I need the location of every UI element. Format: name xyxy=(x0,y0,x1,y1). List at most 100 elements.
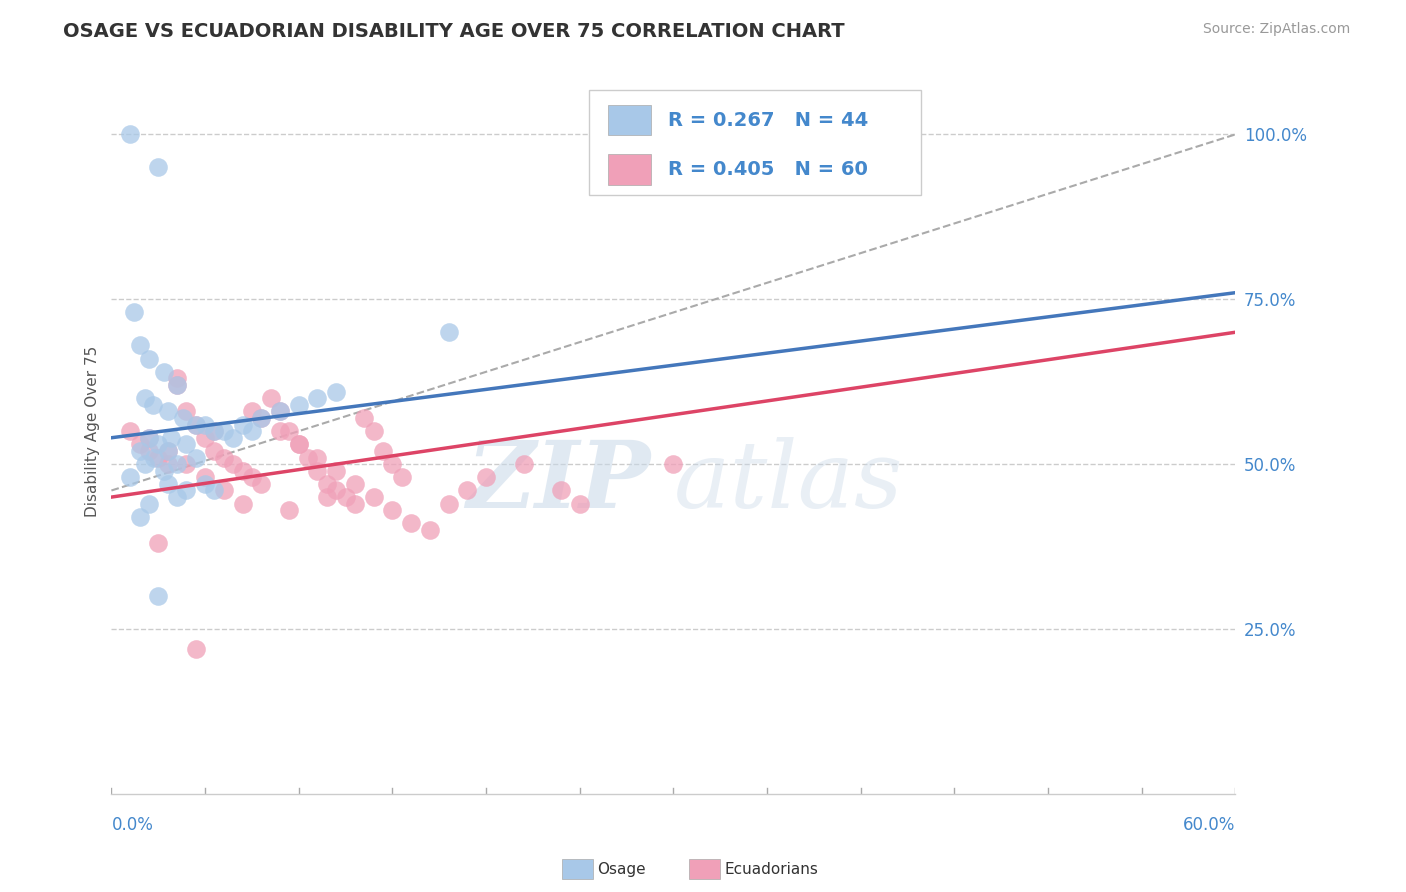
Point xyxy=(176,483,198,498)
Point xyxy=(662,457,685,471)
Point xyxy=(399,516,422,531)
Point xyxy=(120,128,142,142)
Point xyxy=(269,404,291,418)
Text: Ecuadorians: Ecuadorians xyxy=(724,863,818,877)
Point xyxy=(315,490,337,504)
Point xyxy=(512,457,534,471)
Point xyxy=(240,424,263,438)
Text: 60.0%: 60.0% xyxy=(1182,815,1236,833)
Point xyxy=(134,391,156,405)
Point xyxy=(194,431,217,445)
Point xyxy=(138,431,160,445)
Point xyxy=(307,450,329,465)
Point xyxy=(138,444,160,458)
Point xyxy=(240,470,263,484)
Point xyxy=(143,450,166,465)
Point xyxy=(166,378,188,392)
Point xyxy=(222,431,245,445)
Point xyxy=(204,424,226,438)
Point xyxy=(184,641,207,656)
Text: 0.0%: 0.0% xyxy=(111,815,153,833)
Point xyxy=(194,470,217,484)
Text: Source: ZipAtlas.com: Source: ZipAtlas.com xyxy=(1202,22,1350,37)
Point xyxy=(568,497,591,511)
Point xyxy=(142,398,165,412)
Point xyxy=(231,497,253,511)
Point xyxy=(278,424,301,438)
Point xyxy=(166,378,188,392)
Point xyxy=(363,490,385,504)
Point xyxy=(184,417,207,432)
Point xyxy=(204,483,226,498)
Point xyxy=(156,404,179,418)
Point xyxy=(325,384,347,399)
Point xyxy=(128,338,150,352)
Text: Osage: Osage xyxy=(598,863,647,877)
Point xyxy=(172,411,194,425)
Point xyxy=(250,411,273,425)
Point xyxy=(148,450,170,465)
Point xyxy=(156,476,179,491)
Point xyxy=(437,497,460,511)
Y-axis label: Disability Age Over 75: Disability Age Over 75 xyxy=(86,345,100,516)
Point xyxy=(269,404,291,418)
Point xyxy=(343,497,366,511)
Point xyxy=(231,464,253,478)
Point xyxy=(138,497,160,511)
Point xyxy=(381,503,404,517)
Point xyxy=(269,424,291,438)
Point xyxy=(391,470,413,484)
Point xyxy=(120,470,142,484)
Point xyxy=(156,457,179,471)
Point xyxy=(166,490,188,504)
FancyBboxPatch shape xyxy=(589,90,921,195)
Point xyxy=(122,305,145,319)
Point xyxy=(156,444,179,458)
Point xyxy=(148,161,170,175)
Point xyxy=(138,431,160,445)
Point xyxy=(259,391,281,405)
Point xyxy=(138,351,160,366)
Point xyxy=(156,444,179,458)
Point xyxy=(343,476,366,491)
Point xyxy=(307,391,329,405)
Point xyxy=(166,457,188,471)
Point xyxy=(475,470,498,484)
Point xyxy=(297,450,319,465)
Point xyxy=(231,417,253,432)
Point xyxy=(184,417,207,432)
Point xyxy=(381,457,404,471)
Point xyxy=(278,503,301,517)
Point xyxy=(176,437,198,451)
Text: R = 0.267   N = 44: R = 0.267 N = 44 xyxy=(668,111,868,129)
Point xyxy=(120,424,142,438)
Point xyxy=(456,483,478,498)
Point xyxy=(128,437,150,451)
Point xyxy=(184,450,207,465)
Point xyxy=(371,444,394,458)
Point xyxy=(287,437,309,451)
Text: R = 0.405   N = 60: R = 0.405 N = 60 xyxy=(668,160,868,178)
Point xyxy=(204,444,226,458)
Point xyxy=(240,404,263,418)
Text: ZIP: ZIP xyxy=(467,437,651,527)
Point xyxy=(166,371,188,385)
Point xyxy=(153,464,176,478)
Point xyxy=(212,450,235,465)
Point xyxy=(128,444,150,458)
Point xyxy=(128,509,150,524)
Point xyxy=(307,464,329,478)
Point xyxy=(250,476,273,491)
Point xyxy=(363,424,385,438)
Point xyxy=(204,424,226,438)
Point xyxy=(550,483,572,498)
Point xyxy=(176,404,198,418)
Point xyxy=(212,483,235,498)
Bar xyxy=(609,104,651,136)
Text: atlas: atlas xyxy=(673,437,903,527)
Point xyxy=(419,523,441,537)
Point xyxy=(287,398,309,412)
Point xyxy=(250,411,273,425)
Point xyxy=(153,365,176,379)
Point xyxy=(194,417,217,432)
